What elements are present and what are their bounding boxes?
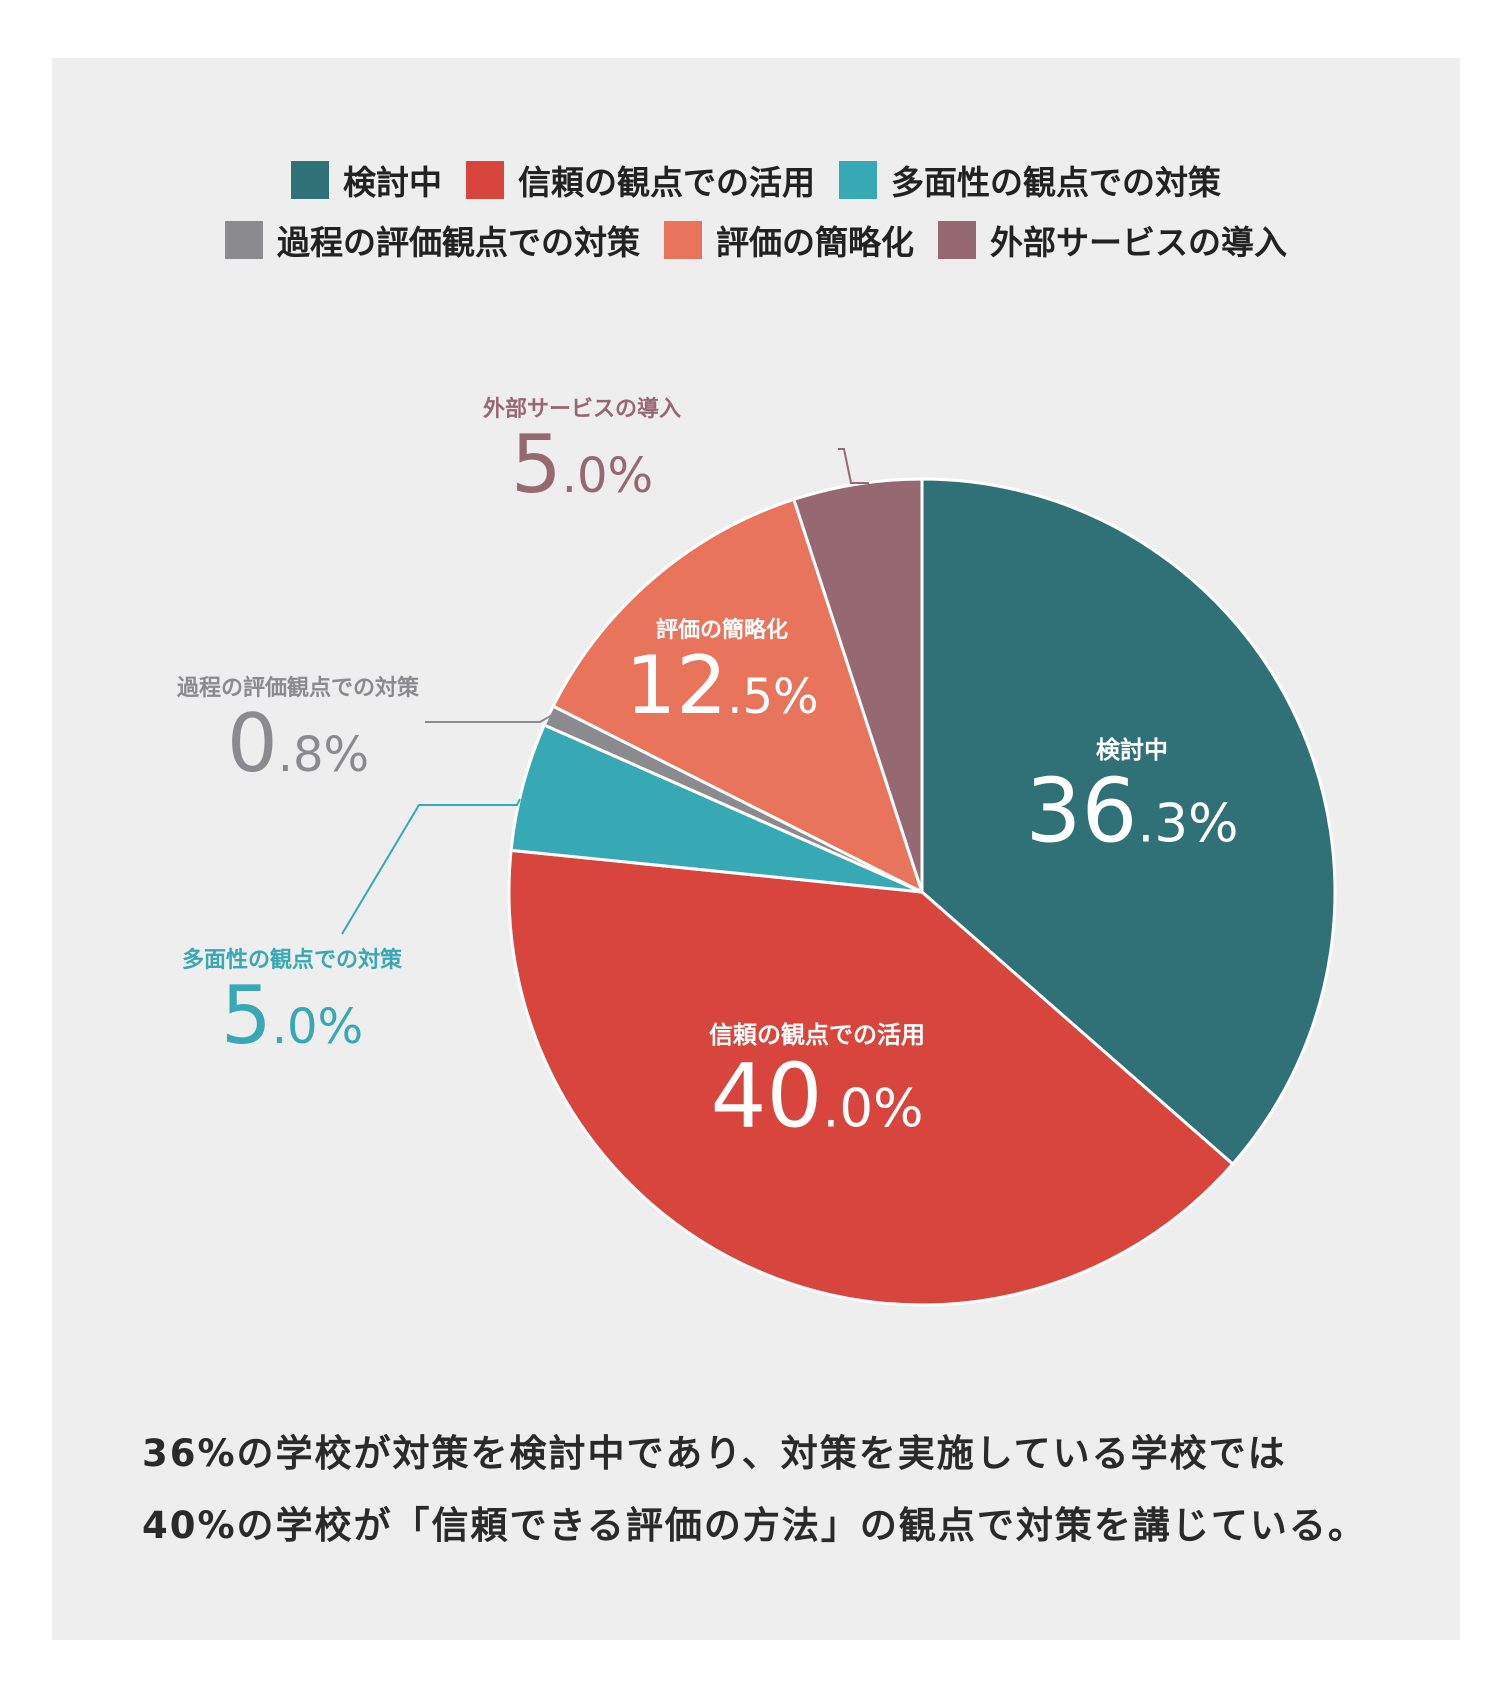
legend-label: 外部サービスの導入 <box>990 223 1287 262</box>
caption-line-1: 36%の学校が対策を検討中であり、対策を実施している学校では <box>142 1432 1287 1475</box>
chart-panel: 検討中 信頼の観点での活用 多面性の観点での対策 過程の評価観点での対策 評価の… <box>52 58 1460 1640</box>
slice-value-kentouchu: 36.3% <box>1026 760 1239 863</box>
slice-value-gaibu: 5.0% <box>511 418 653 511</box>
legend-row-1: 検討中 信頼の観点での活用 多面性の観点での対策 <box>52 156 1460 204</box>
slice-value-shinrai: 40.0% <box>711 1045 924 1148</box>
legend-label: 評価の簡略化 <box>716 223 914 262</box>
slice-value-tamensei: 5.0% <box>221 969 363 1062</box>
legend-item-kentouchu: 検討中 <box>291 156 442 204</box>
pie-chart: 検討中36.3%信頼の観点での活用40.0%多面性の観点での対策5.0%過程の評… <box>177 396 1337 1307</box>
legend-label: 検討中 <box>343 163 442 202</box>
legend-item-katei: 過程の評価観点での対策 <box>225 216 640 264</box>
slice-label-tamensei: 多面性の観点での対策 <box>182 947 403 973</box>
leader-line-tamensei <box>341 798 521 935</box>
legend-label: 多面性の観点での対策 <box>891 163 1221 202</box>
slice-label-shinrai: 信頼の観点での活用 <box>709 1021 925 1049</box>
legend-label: 過程の評価観点での対策 <box>277 223 640 262</box>
legend-label: 信頼の観点での活用 <box>518 163 815 202</box>
legend-swatch <box>225 221 263 259</box>
leader-line-katei <box>425 713 555 723</box>
pie-slice-kentouchu <box>920 477 1337 1166</box>
slice-label-katei: 過程の評価観点での対策 <box>177 675 420 701</box>
slice-label-kanryakuka: 評価の簡略化 <box>656 617 788 643</box>
legend-row-2: 過程の評価観点での対策 評価の簡略化 外部サービスの導入 <box>52 216 1460 264</box>
slice-value-katei: 0.8% <box>227 697 369 790</box>
legend-swatch <box>839 161 877 199</box>
slice-label-gaibu: 外部サービスの導入 <box>483 396 681 422</box>
legend-swatch <box>664 221 702 259</box>
pie-slice-shinrai <box>507 848 1235 1307</box>
slice-label-kentouchu: 検討中 <box>1096 736 1168 764</box>
legend-item-shinrai: 信頼の観点での活用 <box>466 156 815 204</box>
legend-item-gaibu: 外部サービスの導入 <box>938 216 1287 264</box>
legend-swatch <box>466 161 504 199</box>
caption-line-2: 40%の学校が「信頼できる評価の方法」の観点で対策を講じている。 <box>142 1504 1367 1547</box>
pie-slice-kanryakuka <box>551 497 924 894</box>
leader-line-gaibu <box>838 448 869 484</box>
legend-item-kanryakuka: 評価の簡略化 <box>664 216 914 264</box>
legend-swatch <box>291 161 329 199</box>
legend-swatch <box>938 221 976 259</box>
slice-value-kanryakuka: 12.5% <box>625 639 818 732</box>
pie-slice-gaibu <box>792 477 924 894</box>
legend-item-tamensei: 多面性の観点での対策 <box>839 156 1221 204</box>
